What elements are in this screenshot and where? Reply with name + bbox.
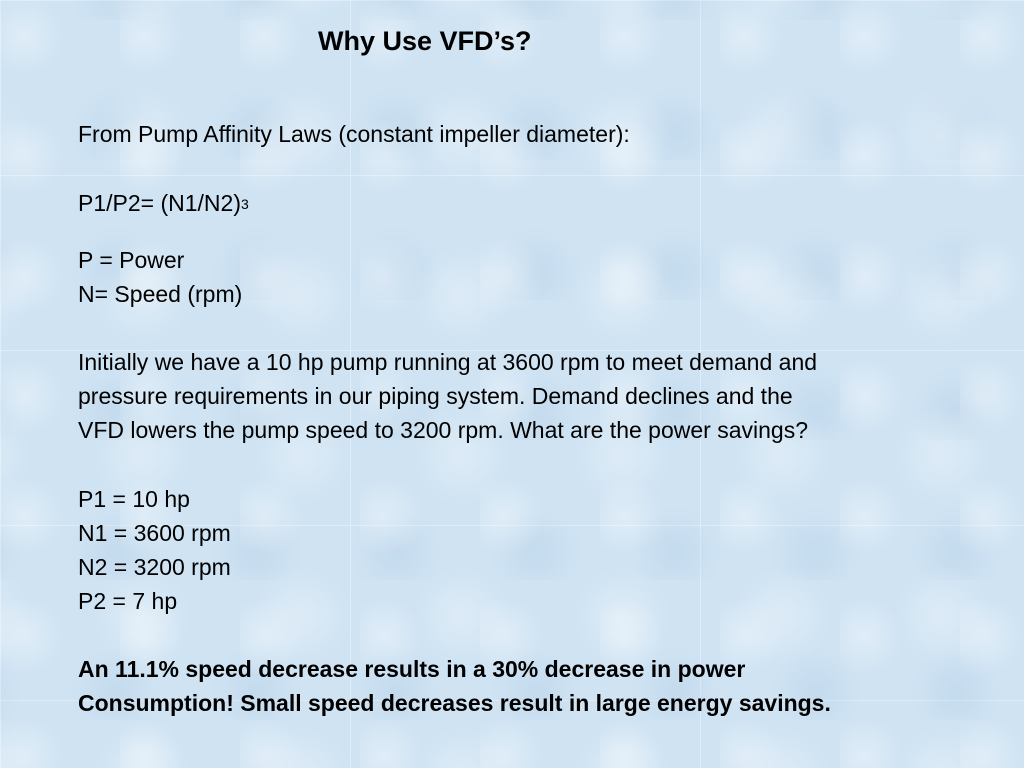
- scenario-paragraph: Initially we have a 10 hp pump running a…: [78, 345, 817, 447]
- intro-text: From Pump Affinity Laws (constant impell…: [78, 121, 630, 147]
- scenario-line: VFD lowers the pump speed to 3200 rpm. W…: [78, 417, 808, 443]
- scenario-line: pressure requirements in our piping syst…: [78, 383, 793, 409]
- value-n1: N1 = 3600 rpm: [78, 520, 231, 546]
- values-list: P1 = 10 hp N1 = 3600 rpm N2 = 3200 rpm P…: [78, 482, 231, 618]
- definitions-list: P = Power N= Speed (rpm): [78, 243, 242, 311]
- conclusion-line: An 11.1% speed decrease results in a 30%…: [78, 656, 746, 682]
- scenario-line: Initially we have a 10 hp pump running a…: [78, 349, 818, 375]
- definition-speed: N= Speed (rpm): [78, 281, 243, 307]
- affinity-formula: P1/P2= (N1/N2)3: [78, 186, 249, 220]
- formula-base: P1/P2= (N1/N2): [78, 190, 241, 216]
- value-n2: N2 = 3200 rpm: [78, 554, 231, 580]
- formula-exponent: 3: [241, 196, 249, 212]
- value-p2: P2 = 7 hp: [78, 588, 178, 614]
- slide-title: Why Use VFD’s?: [318, 26, 532, 56]
- definition-power: P = Power: [78, 247, 185, 273]
- conclusion-line: Consumption! Small speed decreases resul…: [78, 690, 831, 716]
- conclusion-paragraph: An 11.1% speed decrease results in a 30%…: [78, 652, 831, 720]
- value-p1: P1 = 10 hp: [78, 486, 190, 512]
